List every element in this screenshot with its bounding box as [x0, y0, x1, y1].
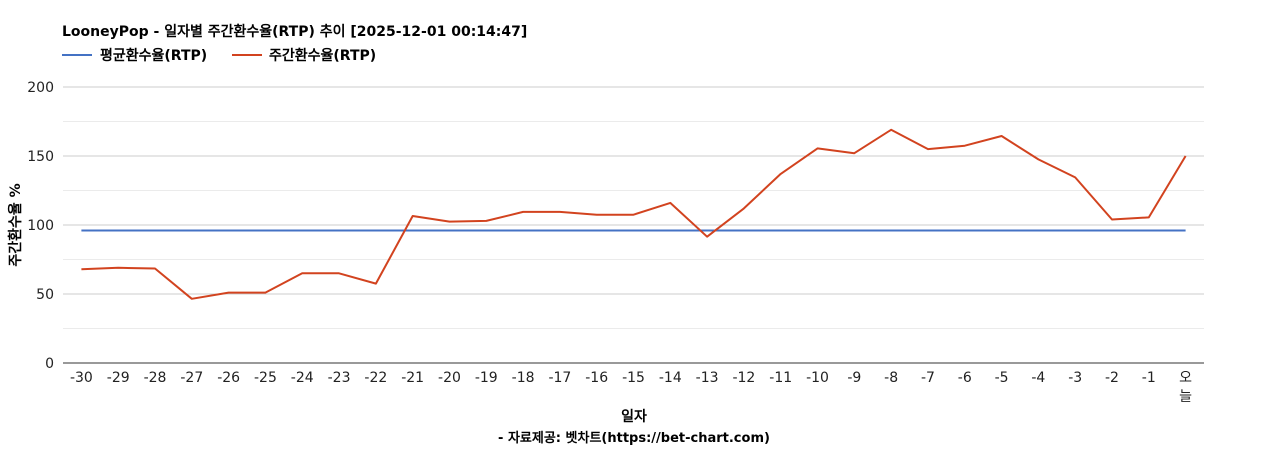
x-tick-label: -13 [696, 370, 719, 386]
x-tick-label: -1 [1142, 370, 1156, 386]
x-tick-label: -8 [884, 370, 898, 386]
x-tick-label: -19 [475, 370, 498, 386]
x-tick-label: -16 [585, 370, 608, 386]
x-tick-label: -28 [144, 370, 167, 386]
chart-title: LooneyPop - 일자별 주간환수율(RTP) 추이 [2025-12-0… [62, 23, 527, 40]
x-tick-label: -20 [438, 370, 461, 386]
credit-text: - 자료제공: 벳차트(https://bet-chart.com) [498, 430, 770, 446]
x-tick-label: -29 [107, 370, 130, 386]
x-tick-label: -24 [291, 370, 314, 386]
x-tick-label: -11 [769, 370, 792, 386]
x-tick-label: -30 [70, 370, 93, 386]
legend-label-weekly: 주간환수율(RTP) [269, 47, 376, 64]
x-tick-label: -17 [548, 370, 571, 386]
legend-label-average: 평균환수율(RTP) [100, 47, 207, 64]
x-tick-label: -5 [995, 370, 1009, 386]
x-tick-label: -15 [622, 370, 645, 386]
series-lines [81, 128, 1187, 300]
y-axis-title: 주간환수율 % [7, 183, 24, 266]
x-tick-label: -12 [732, 370, 755, 386]
y-tick-label: 0 [45, 356, 54, 372]
legend: 평균환수율(RTP) 주간환수율(RTP) [62, 47, 376, 64]
series-line-weekly [81, 128, 1187, 300]
x-tick-label: -7 [921, 370, 935, 386]
y-tick-label: 150 [27, 149, 54, 165]
y-tick-label: 100 [27, 218, 54, 234]
x-tick-label: -9 [847, 370, 861, 386]
x-tick-label: -26 [217, 370, 240, 386]
y-tick-label: 200 [27, 80, 54, 96]
x-tick-label: -2 [1105, 370, 1119, 386]
x-axis-ticks: -30 -29 -28 -27 -26 -25 -24 -23 -22 -21 -20 -19 -18-… [70, 370, 1192, 405]
y-axis-ticks: 0 50 100 150 200 [27, 80, 54, 372]
x-tick-label: -10 [806, 370, 829, 386]
x-tick-label: -6 [958, 370, 972, 386]
x-tick-label: -18 [512, 370, 535, 386]
gridlines [63, 86, 1204, 364]
x-tick-label: -22 [364, 370, 387, 386]
x-tick-label: -4 [1031, 370, 1045, 386]
x-tick-label: -23 [328, 370, 351, 386]
x-tick-label: -27 [180, 370, 203, 386]
x-tick-label: -3 [1068, 370, 1082, 386]
x-tick-label: -25 [254, 370, 277, 386]
x-tick-label: -14 [659, 370, 682, 386]
y-tick-label: 50 [36, 287, 54, 303]
x-tick-label: -21 [401, 370, 424, 386]
x-axis-title: 일자 [621, 409, 647, 425]
